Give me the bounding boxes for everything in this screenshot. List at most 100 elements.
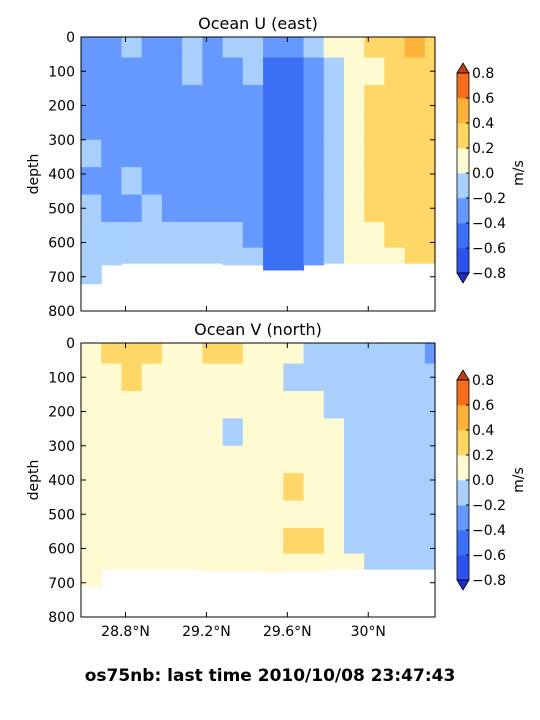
- u-cell: [242, 167, 264, 196]
- u-cell: [222, 247, 244, 266]
- v-cell: [364, 445, 386, 474]
- v-cell: [343, 418, 365, 447]
- u-cell: [202, 112, 224, 141]
- v-cell: [384, 418, 406, 447]
- u-cell: [141, 139, 163, 168]
- u-cell: [101, 139, 123, 168]
- v-cell: [424, 445, 436, 474]
- u-cell: [81, 167, 102, 196]
- v-cell: [323, 445, 345, 474]
- u-cell: [161, 221, 183, 249]
- v-cell: [404, 390, 426, 419]
- v-cell: [101, 445, 123, 474]
- u-cell: [343, 139, 365, 168]
- v-cell: [364, 553, 386, 570]
- v-cell: [323, 390, 345, 419]
- v-cell: [222, 445, 244, 474]
- v-cell: [323, 343, 345, 365]
- v-cell: [303, 500, 325, 529]
- y-tick-label: 200: [48, 405, 75, 421]
- colorbar: 0.8 0.6 0.4 0.2 0.0 −0.2 −0.4 −0.6 −0.8 m/s: [456, 369, 527, 591]
- u-cell: [323, 221, 345, 249]
- v-cell: [323, 418, 345, 447]
- v-cell: [263, 418, 284, 447]
- v-cell: [364, 473, 386, 502]
- v-cell: [263, 527, 284, 555]
- v-cell: [364, 418, 386, 447]
- v-cell: [202, 343, 224, 365]
- u-cell: [222, 112, 244, 141]
- v-cell: [121, 445, 143, 474]
- u-cell: [323, 139, 345, 168]
- colorbar-tick-label: −0.6: [472, 548, 506, 564]
- u-cell: [283, 247, 305, 271]
- u-cell: [303, 139, 325, 168]
- u-cell: [263, 167, 284, 196]
- u-cell: [161, 57, 183, 86]
- u-cell: [202, 167, 224, 196]
- v-cell: [81, 363, 102, 392]
- u-cell: [182, 167, 203, 196]
- v-cell: [424, 418, 436, 447]
- v-cell: [404, 527, 426, 555]
- y-tick-label: 600: [48, 236, 75, 252]
- u-cell: [222, 57, 244, 86]
- v-cell: [303, 527, 325, 555]
- u-cell: [141, 221, 163, 249]
- u-cell: [242, 139, 264, 168]
- v-cell: [303, 418, 325, 447]
- u-cell: [81, 247, 102, 285]
- v-cell: [242, 390, 264, 419]
- u-cell: [384, 112, 406, 141]
- u-cell: [364, 57, 386, 86]
- v-cell: [283, 445, 305, 474]
- v-cell: [121, 418, 143, 447]
- v-cell: [222, 390, 244, 419]
- u-cell: [283, 57, 305, 86]
- v-cell: [101, 363, 123, 392]
- colorbar-band: [457, 530, 469, 556]
- v-cell: [121, 500, 143, 529]
- v-cell: [222, 418, 244, 447]
- u-cell: [101, 247, 123, 266]
- v-cell: [404, 500, 426, 529]
- u-cell: [343, 221, 365, 249]
- v-cell: [242, 418, 264, 447]
- u-cell: [404, 84, 426, 113]
- y-tick-label: 400: [48, 473, 75, 489]
- v-cell: [364, 527, 386, 555]
- u-cell: [81, 37, 102, 59]
- v-cell: [364, 343, 386, 365]
- u-cell: [242, 221, 264, 249]
- v-cell: [202, 445, 224, 474]
- y-tick-label: 500: [48, 201, 75, 217]
- v-cell: [222, 473, 244, 502]
- v-cell: [343, 363, 365, 392]
- v-cell: [404, 445, 426, 474]
- colorbar-max-arrow: [456, 369, 470, 381]
- colorbar-tick-label: −0.4: [472, 216, 506, 232]
- v-cell: [222, 527, 244, 555]
- colorbar-band: [457, 380, 469, 406]
- v-cell: [121, 473, 143, 502]
- v-cell: [343, 553, 365, 570]
- v-cell: [81, 445, 102, 474]
- colorbar-tick-label: −0.2: [472, 191, 506, 207]
- ocean-v-panel: Ocean V (north) 0 100 200 300 400 500 600 700 800…: [26, 320, 527, 640]
- v-cell: [384, 553, 406, 570]
- u-cell: [364, 221, 386, 249]
- v-cell: [384, 343, 406, 365]
- u-cell: [202, 84, 224, 113]
- y-tick-label: 100: [48, 64, 75, 80]
- x-tick-label: 28.8°N: [101, 624, 150, 640]
- v-cell: [303, 553, 325, 572]
- colorbar-band: [457, 455, 469, 481]
- u-cell: [384, 167, 406, 196]
- u-cell: [121, 221, 143, 249]
- chart-title: Ocean U (east): [198, 14, 318, 33]
- v-cell: [283, 553, 305, 572]
- v-cell: [283, 343, 305, 365]
- u-cell: [283, 84, 305, 113]
- y-tick-label: 200: [48, 99, 75, 115]
- v-cell: [303, 343, 325, 365]
